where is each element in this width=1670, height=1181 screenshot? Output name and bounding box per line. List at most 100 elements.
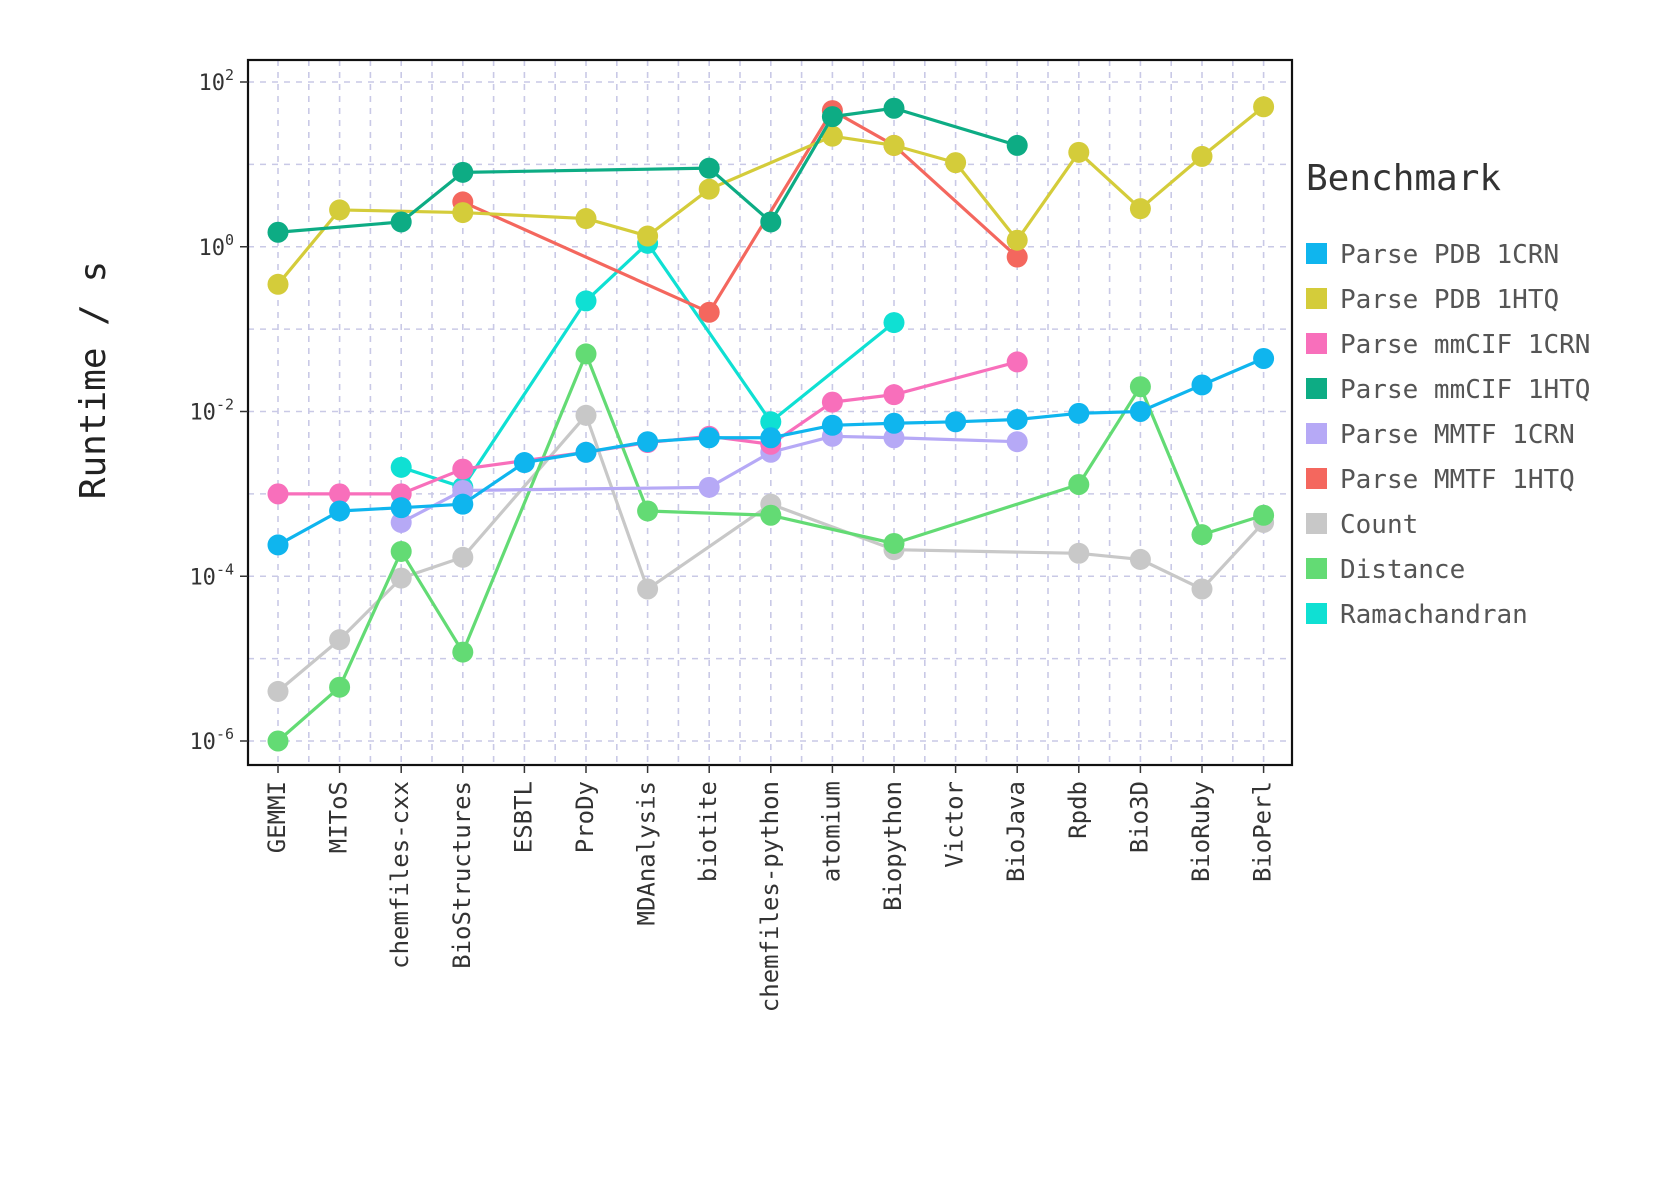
data-point — [452, 641, 474, 663]
data-point — [1068, 473, 1090, 495]
data-point — [760, 504, 782, 526]
data-point — [883, 427, 905, 449]
legend-swatch — [1306, 333, 1327, 354]
data-point — [883, 312, 905, 334]
data-point — [452, 458, 474, 480]
y-axis-ticks: 102 100 10-2 10-4 10-6 — [189, 66, 248, 755]
data-point — [821, 391, 843, 413]
data-point — [1006, 246, 1028, 268]
data-point — [760, 427, 782, 449]
legend-label: Parse PDB 1HTQ — [1340, 285, 1559, 315]
data-point — [698, 178, 720, 200]
data-point — [575, 290, 597, 312]
data-point — [1253, 96, 1275, 118]
legend-item: Ramachandran — [1306, 600, 1528, 630]
legend-label: Parse MMTF 1HTQ — [1340, 465, 1575, 495]
x-tick-label: Rpdb — [1064, 781, 1092, 839]
data-point — [1006, 408, 1028, 430]
data-point — [945, 411, 967, 433]
legend-item: Distance — [1306, 555, 1465, 585]
data-point — [883, 384, 905, 406]
data-point — [945, 152, 967, 174]
legend-item: Parse MMTF 1HTQ — [1306, 465, 1575, 495]
series-parse-pdb-1crn — [267, 347, 1275, 556]
data-point — [329, 500, 351, 522]
legend-item: Parse PDB 1HTQ — [1306, 285, 1559, 315]
data-point — [1253, 347, 1275, 369]
y-axis-label: Runtime / s — [73, 261, 114, 499]
x-tick-label: BioRuby — [1187, 781, 1215, 882]
x-tick-label: BioStructures — [448, 781, 476, 969]
data-point — [1129, 198, 1151, 220]
legend-swatch — [1306, 243, 1327, 264]
x-tick-label: BioJava — [1002, 781, 1030, 882]
data-point — [329, 483, 351, 505]
data-point — [1068, 542, 1090, 564]
series-line — [278, 360, 1018, 496]
x-tick-label: MIToS — [325, 781, 353, 853]
data-point — [1129, 548, 1151, 570]
legend-item: Parse mmCIF 1HTQ — [1306, 375, 1590, 405]
series-layer — [267, 96, 1275, 752]
data-point — [1006, 431, 1028, 453]
x-tick-label: ESBTL — [509, 781, 537, 853]
legend-swatch — [1306, 378, 1327, 399]
legend-label: Parse MMTF 1CRN — [1340, 420, 1575, 450]
data-point — [1191, 374, 1213, 396]
data-point — [390, 497, 412, 519]
data-point — [390, 511, 412, 533]
data-point — [390, 456, 412, 478]
data-point — [452, 546, 474, 568]
data-point — [821, 414, 843, 436]
y-tick-label: 10-6 — [189, 725, 234, 755]
data-point — [390, 540, 412, 562]
series-parse-pdb-1htq — [267, 96, 1275, 295]
data-point — [1191, 578, 1213, 600]
data-point — [1006, 134, 1028, 156]
data-point — [390, 211, 412, 233]
data-point — [637, 225, 659, 247]
data-point — [267, 534, 289, 556]
data-point — [575, 208, 597, 230]
series-line — [277, 106, 1018, 234]
data-point — [883, 532, 905, 554]
legend-label: Count — [1340, 510, 1418, 540]
data-point — [267, 273, 289, 295]
y-tick-label: 10-2 — [189, 396, 234, 426]
legend-swatch — [1306, 603, 1327, 624]
x-axis-ticks: GEMMI MIToS chemfiles-cxx BioStructures ESBT… — [263, 765, 1277, 1012]
legend-item: Parse mmCIF 1CRN — [1306, 330, 1590, 360]
data-point — [698, 157, 720, 179]
legend-label: Ramachandran — [1340, 600, 1528, 630]
data-point — [698, 301, 720, 323]
data-point — [1253, 504, 1275, 526]
y-tick-label: 10-4 — [189, 560, 234, 590]
data-point — [637, 431, 659, 453]
data-point — [452, 493, 474, 515]
x-tick-label: chemfiles-cxx — [386, 781, 414, 969]
data-point — [637, 578, 659, 600]
data-point — [821, 125, 843, 147]
x-tick-label: MDAnalysis — [633, 781, 661, 926]
x-tick-label: Victor — [941, 781, 969, 868]
data-point — [1129, 376, 1151, 398]
legend-item: Parse PDB 1CRN — [1306, 240, 1559, 270]
data-point — [390, 567, 412, 589]
legend-swatch — [1306, 423, 1327, 444]
y-tick-label: 100 — [198, 231, 234, 261]
data-point — [329, 676, 351, 698]
legend-swatch — [1306, 513, 1327, 534]
data-point — [698, 427, 720, 449]
legend-label: Parse PDB 1CRN — [1340, 240, 1559, 270]
legend-title: Benchmark — [1306, 158, 1501, 199]
data-point — [575, 343, 597, 365]
data-point — [760, 211, 782, 233]
legend-item: Count — [1306, 510, 1418, 540]
legend-swatch — [1306, 558, 1327, 579]
series-parse-mmcif-1htq — [267, 97, 1028, 243]
x-tick-label: atomium — [817, 781, 845, 882]
legend-label: Parse mmCIF 1HTQ — [1340, 375, 1590, 405]
data-point — [821, 106, 843, 128]
data-point — [267, 730, 289, 752]
